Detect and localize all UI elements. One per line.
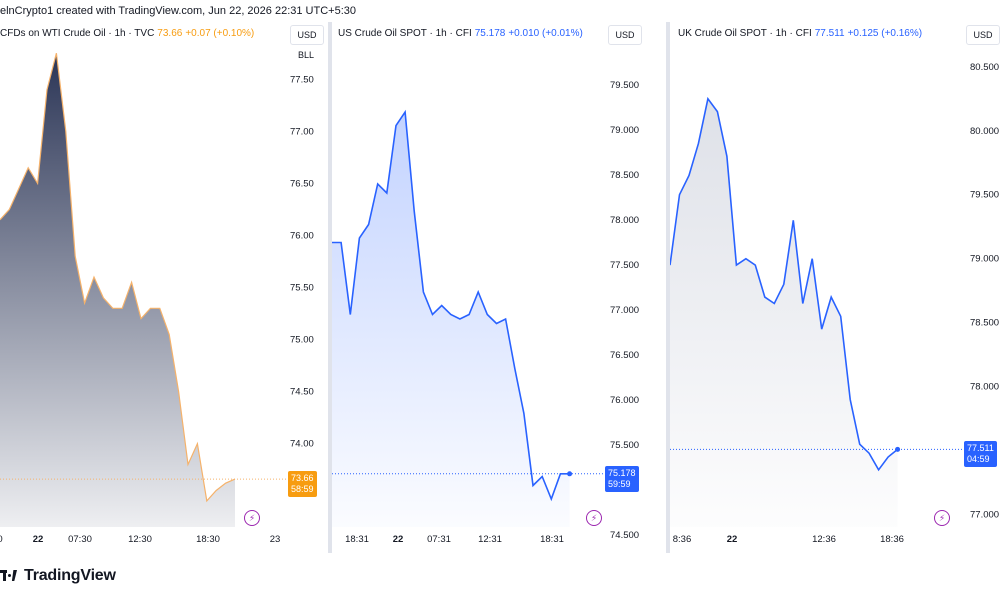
legend-change: +0.125 (+0.16%) [847, 28, 923, 39]
price-axis-tick: 78.500 [610, 170, 639, 181]
unit-selector[interactable]: BLL [297, 50, 314, 60]
last-price-label: 77.511 04:59 [964, 441, 997, 468]
price-axis-tick: 79.000 [970, 254, 999, 265]
legend-change: +0.07 (+0.10%) [185, 28, 255, 39]
time-axis-tick: 22 [33, 534, 44, 545]
price-axis-tick: 75.500 [610, 440, 639, 451]
price-axis-tick: 74.00 [290, 439, 314, 450]
time-axis-tick: 18:31 [540, 534, 564, 545]
time-axis-tick: 22 [727, 534, 738, 545]
series-area [0, 53, 235, 527]
price-axis-tick: 78.500 [970, 318, 999, 329]
price-axis-tick: 77.000 [610, 305, 639, 316]
legend-last: 73.66 [157, 28, 183, 39]
price-axis-tick: 78.000 [970, 382, 999, 393]
lightning-icon[interactable]: ⚡ [244, 510, 260, 526]
price-axis-tick: 76.500 [610, 350, 639, 361]
legend-title: US Crude Oil SPOT · 1h · CFI [338, 28, 472, 39]
legend-last: 77.511 [814, 28, 845, 39]
price-axis-tick: 77.500 [610, 260, 639, 271]
legend-change: +0.010 (+0.01%) [508, 28, 583, 39]
time-axis-tick: 18:30 [196, 534, 220, 545]
chart-svg-wti[interactable]: 77.50 77.00 76.50 76.00 75.50 75.00 74.50 74.00… [0, 22, 328, 553]
time-axis-tick: 23 [270, 534, 281, 545]
chart-panel-wti[interactable]: 77.50 77.00 76.50 76.00 75.50 75.00 74.50 74.00… [0, 22, 328, 553]
time-axis-tick: 8:36 [673, 534, 692, 545]
legend-title: CFDs on WTI Crude Oil · 1h · TVC [0, 28, 155, 39]
legend-us-crude: US Crude Oil SPOT · 1h · CFI 75.178 +0.0… [338, 26, 583, 42]
legend-title: UK Crude Oil SPOT · 1h · CFI [678, 28, 812, 39]
price-axis-tick: 75.50 [290, 283, 314, 294]
price-axis-tick: 74.50 [290, 387, 314, 398]
currency-selector[interactable]: USD [608, 25, 642, 45]
time-axis-tick: 0 [0, 534, 3, 545]
time-axis-tick: 12:36 [812, 534, 836, 545]
bar-countdown: 04:59 [967, 454, 990, 465]
series-line [0, 53, 236, 503]
series-area [670, 98, 898, 528]
legend-wti: CFDs on WTI Crude Oil · 1h · TVC 73.66 +… [0, 26, 254, 42]
chart-panel-us-crude[interactable]: 79.500 79.000 78.500 78.000 77.500 77.000 76.5… [332, 22, 666, 553]
price-axis-tick: 75.00 [290, 335, 314, 346]
chart-credit: elnCrypto1 created with TradingView.com,… [0, 5, 356, 17]
price-axis-tick: 80.500 [970, 62, 999, 73]
currency-selector[interactable]: USD [966, 25, 1000, 45]
price-axis-tick: 77.50 [290, 74, 314, 85]
legend-uk-crude: UK Crude Oil SPOT · 1h · CFI 77.511 +0.1… [678, 26, 922, 42]
time-axis-tick: 12:31 [478, 534, 502, 545]
series-area [332, 112, 570, 527]
panel-divider[interactable] [328, 22, 332, 553]
price-axis-tick: 76.000 [610, 395, 639, 406]
price-axis-tick: 79.000 [610, 125, 639, 136]
price-axis-tick: 80.000 [970, 126, 999, 137]
brand-footer[interactable]: TradingView [0, 562, 116, 590]
panel-divider[interactable] [666, 22, 670, 553]
time-axis-tick: 12:30 [128, 534, 152, 545]
time-axis-tick: 07:31 [427, 534, 451, 545]
chart-svg-uk-crude[interactable]: 80.500 80.000 79.500 79.000 78.500 78.000 77.0… [670, 22, 1000, 553]
time-axis-tick: 18:36 [880, 534, 904, 545]
price-axis-tick: 76.00 [290, 230, 314, 241]
currency-selector[interactable]: USD [290, 25, 324, 45]
last-price-label: 73.66 58:59 [288, 471, 317, 498]
price-axis-tick: 77.000 [970, 510, 999, 521]
price-axis-tick: 79.500 [610, 80, 639, 91]
last-point [567, 471, 573, 477]
price-axis-tick: 78.000 [610, 215, 639, 226]
series-line [670, 96, 899, 472]
brand-name: TradingView [24, 567, 116, 584]
bar-countdown: 59:59 [608, 478, 631, 489]
last-price-value: 77.511 [967, 443, 994, 454]
legend-last: 75.178 [474, 28, 506, 39]
last-price-value: 75.178 [608, 467, 636, 478]
series-line [332, 109, 570, 502]
price-axis-tick: 79.500 [970, 190, 999, 201]
time-axis-tick: 18:31 [345, 534, 369, 545]
time-axis-tick: 22 [393, 534, 404, 545]
chart-svg-us-crude[interactable]: 79.500 79.000 78.500 78.000 77.500 77.000 76.5… [332, 22, 666, 553]
last-point [895, 446, 901, 452]
last-price-value: 73.66 [291, 473, 314, 484]
chart-panel-uk-crude[interactable]: 80.500 80.000 79.500 79.000 78.500 78.000 77.0… [670, 22, 1000, 553]
time-axis-tick: 07:30 [68, 534, 92, 545]
lightning-icon[interactable]: ⚡ [934, 510, 950, 526]
price-axis-tick: 74.500 [610, 530, 639, 541]
price-axis-tick: 76.50 [290, 178, 314, 189]
lightning-icon[interactable]: ⚡ [586, 510, 602, 526]
tradingview-logo-icon [0, 569, 18, 583]
bar-countdown: 58:59 [291, 484, 314, 495]
price-axis-tick: 77.00 [290, 126, 314, 137]
last-price-label: 75.178 59:59 [605, 465, 639, 492]
